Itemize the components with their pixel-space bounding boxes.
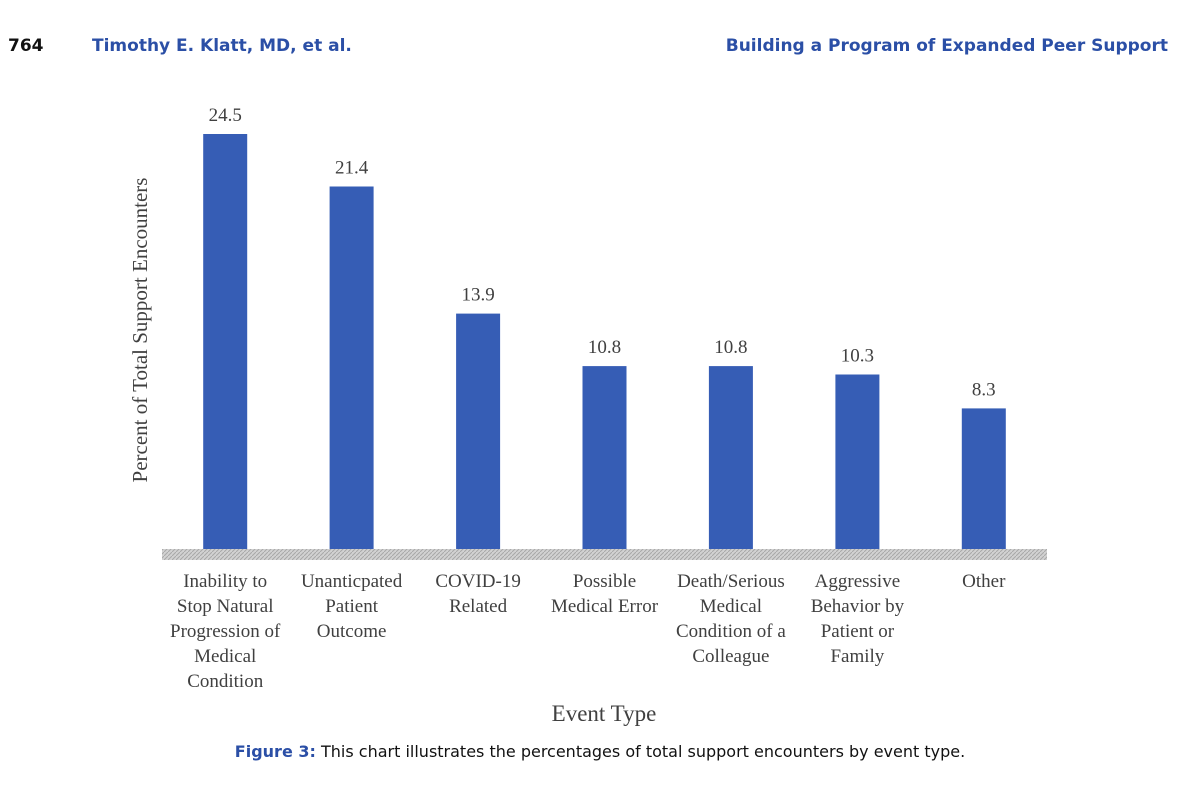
x-tick-label: Possible Medical Error (551, 571, 659, 617)
author-line: Timothy E. Klatt, MD, et al. (92, 36, 352, 56)
running-head: 764 Timothy E. Klatt, MD, et al. Buildin… (0, 36, 1200, 60)
data-label: 10.8 (588, 337, 621, 358)
data-labels: 24.5 21.4 13.9 10.8 10.8 10.3 8.3 (209, 105, 996, 400)
x-tick-labels: Inability to Stop Natural Progression of Me… (170, 571, 1006, 692)
x-axis-baseline (162, 549, 1047, 560)
x-tick-label: COVID-19 Related (435, 571, 521, 617)
x-axis-label: Event Type (552, 701, 657, 726)
bar-chart: 24.5 21.4 13.9 10.8 10.8 10.3 8.3 Inability to… (128, 105, 1047, 726)
article-title: Building a Program of Expanded Peer Supp… (725, 36, 1168, 56)
data-label: 10.3 (841, 346, 874, 367)
x-tick-label: Aggressive Behavior by Patient or Family (811, 571, 905, 667)
x-tick-label: Death/Serious Medical Condition of a Collea… (676, 571, 786, 667)
bar (835, 374, 880, 549)
x-tick-label: Unanticpated Patient Outcome (301, 571, 403, 642)
bar (203, 134, 248, 549)
x-tick-label: Other (962, 571, 1006, 592)
caption-text: This chart illustrates the percentages o… (321, 742, 966, 761)
data-label: 10.8 (714, 337, 747, 358)
x-tick-label: Inability to Stop Natural Progression of Me… (170, 571, 281, 692)
figure-caption: Figure 3: This chart illustrates the per… (0, 742, 1200, 761)
data-label: 21.4 (335, 158, 369, 179)
data-label: 8.3 (972, 379, 996, 400)
caption-label: Figure 3: (234, 742, 316, 761)
bar (456, 313, 501, 549)
bar (582, 366, 627, 549)
bar (961, 408, 1006, 549)
data-label: 24.5 (209, 105, 242, 126)
page-number: 764 (8, 36, 44, 56)
bar (708, 366, 753, 549)
y-axis-label: Percent of Total Support Encounters (128, 178, 152, 483)
bars (203, 134, 1006, 549)
data-label: 13.9 (461, 285, 494, 306)
bar (329, 186, 374, 549)
